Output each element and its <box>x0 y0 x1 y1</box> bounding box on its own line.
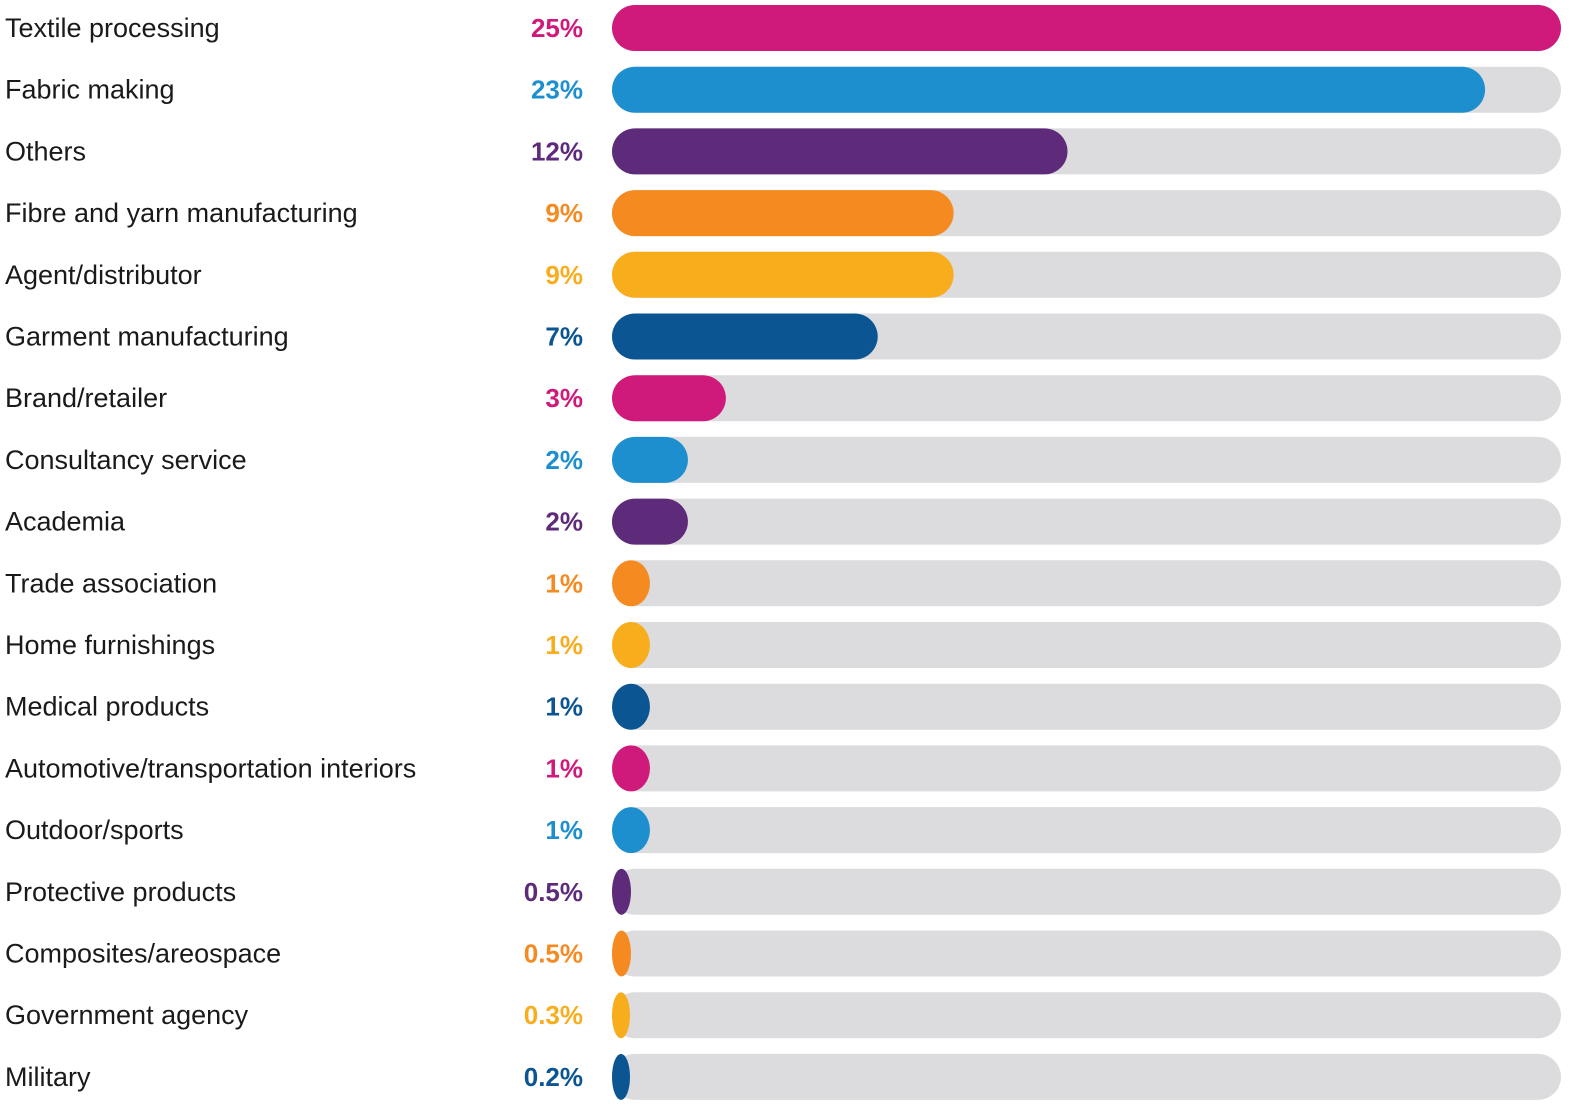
value-label: 0.5% <box>524 939 583 969</box>
bar-track <box>612 1053 1561 1100</box>
bar-row: Others 12% <box>5 128 1561 175</box>
bar-row: Textile processing 25% <box>5 5 1561 51</box>
category-label: Military <box>5 1062 91 1092</box>
bar-row: Brand/retailer 3% <box>5 375 1561 422</box>
bar-row: Garment manufacturing 7% <box>5 313 1561 360</box>
bar <box>612 190 954 237</box>
category-label: Protective products <box>5 877 236 907</box>
bar-track <box>612 807 1561 854</box>
bar-row: Composites/areospace 0.5% <box>5 930 1561 977</box>
bar-row: Protective products 0.5% <box>5 868 1561 915</box>
bar <box>612 992 630 1039</box>
value-label: 2% <box>545 445 583 475</box>
bar <box>612 128 1068 175</box>
category-label: Home furnishings <box>5 630 215 660</box>
bar-row: Agent/distributor 9% <box>5 251 1561 298</box>
bar <box>612 930 631 977</box>
bar <box>612 560 650 607</box>
bar <box>612 1053 630 1100</box>
bar-row: Medical products 1% <box>5 683 1561 730</box>
bar-track <box>612 930 1561 977</box>
bar-row: Academia 2% <box>5 498 1561 545</box>
category-label: Consultancy service <box>5 445 247 475</box>
bar-row: Home furnishings 1% <box>5 622 1561 668</box>
bar <box>612 745 650 792</box>
category-label: Fibre and yarn manufacturing <box>5 198 358 228</box>
value-label: 7% <box>545 322 583 352</box>
bar <box>612 498 688 545</box>
bar-track <box>612 992 1561 1039</box>
bar-track <box>612 683 1561 730</box>
bar <box>612 436 688 483</box>
category-label: Agent/distributor <box>5 260 202 290</box>
bar-track <box>612 560 1561 607</box>
value-label: 1% <box>545 630 583 660</box>
bar <box>612 807 650 854</box>
value-label: 1% <box>545 692 583 722</box>
bar <box>612 868 631 915</box>
bar <box>612 622 650 668</box>
category-label: Trade association <box>5 568 217 598</box>
category-label: Academia <box>5 507 126 537</box>
bar-track <box>612 622 1561 668</box>
value-label: 12% <box>531 136 583 166</box>
value-label: 9% <box>545 198 583 228</box>
value-label: 25% <box>531 13 583 43</box>
value-label: 0.2% <box>524 1062 583 1092</box>
value-label: 9% <box>545 260 583 290</box>
bar <box>612 251 954 298</box>
bar <box>612 5 1561 51</box>
bar-track <box>612 498 1561 545</box>
chart-rows: Textile processing 25% Fabric making 23% Oth… <box>5 5 1561 1100</box>
bar <box>612 375 726 422</box>
category-label: Others <box>5 136 86 166</box>
bar-row: Military 0.2% <box>5 1053 1561 1100</box>
value-label: 2% <box>545 507 583 537</box>
value-label: 1% <box>545 568 583 598</box>
category-label: Composites/areospace <box>5 939 281 969</box>
category-label: Fabric making <box>5 75 175 105</box>
category-label: Textile processing <box>5 13 220 43</box>
value-label: 0.5% <box>524 877 583 907</box>
bar-row: Fibre and yarn manufacturing 9% <box>5 190 1561 237</box>
bar-track <box>612 436 1561 483</box>
category-label: Medical products <box>5 692 209 722</box>
bar <box>612 66 1486 113</box>
bar <box>612 313 878 360</box>
bar-row: Consultancy service 2% <box>5 436 1561 483</box>
bar-track <box>612 868 1561 915</box>
value-label: 1% <box>545 815 583 845</box>
bar-track <box>612 375 1561 422</box>
bar-row: Government agency 0.3% <box>5 992 1561 1039</box>
category-label: Brand/retailer <box>5 383 167 413</box>
bar <box>612 683 650 730</box>
category-label: Government agency <box>5 1000 249 1030</box>
bar-row: Outdoor/sports 1% <box>5 807 1561 854</box>
category-label: Automotive/transportation interiors <box>5 753 416 783</box>
bar-row: Automotive/transportation interiors 1% <box>5 745 1561 792</box>
value-label: 0.3% <box>524 1000 583 1030</box>
category-label: Garment manufacturing <box>5 322 289 352</box>
category-label: Outdoor/sports <box>5 815 184 845</box>
value-label: 1% <box>545 753 583 783</box>
bar-track <box>612 745 1561 792</box>
value-label: 3% <box>545 383 583 413</box>
bar-row: Trade association 1% <box>5 560 1561 607</box>
value-label: 23% <box>531 75 583 105</box>
bar-row: Fabric making 23% <box>5 66 1561 113</box>
